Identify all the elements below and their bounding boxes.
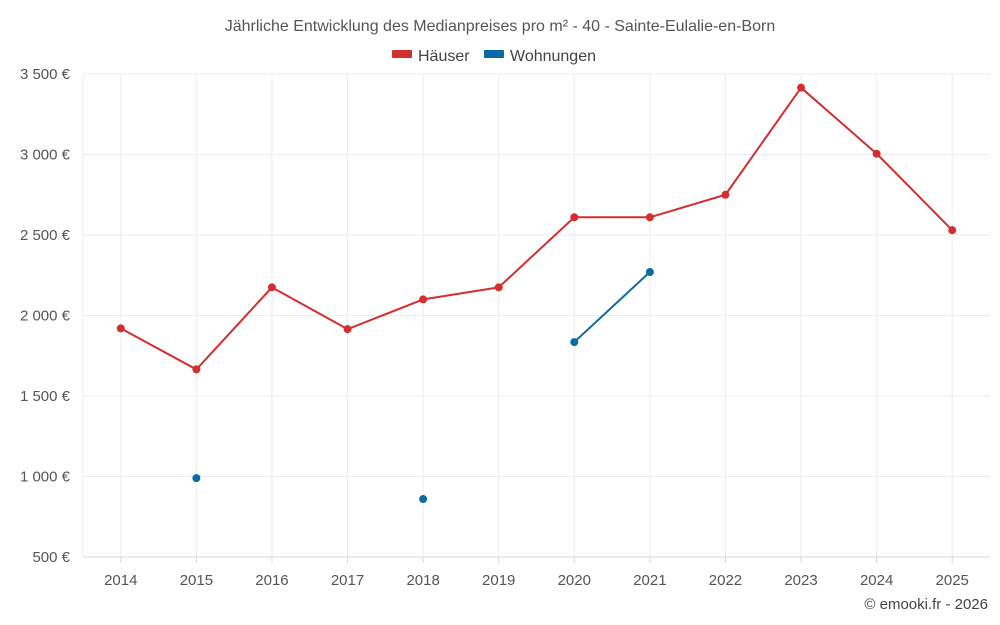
x-tick-label: 2020 [558, 572, 591, 589]
x-tick-label: 2018 [406, 572, 439, 589]
series-line-haeuser [120, 86, 953, 371]
data-point-haeuser[interactable] [419, 295, 428, 304]
y-tick-label: 2 000 € [20, 308, 71, 325]
y-tick-label: 1 500 € [20, 388, 71, 405]
series-line-wohnungen [573, 271, 651, 343]
series [116, 83, 957, 504]
x-tick-label: 2023 [784, 572, 817, 589]
data-point-wohnungen[interactable] [419, 495, 428, 504]
x-tick-label: 2016 [255, 572, 288, 589]
credit-text: © emooki.fr - 2026 [864, 596, 988, 613]
data-point-haeuser[interactable] [192, 365, 201, 374]
x-tick-label: 2015 [180, 572, 213, 589]
y-tick-label: 3 000 € [20, 147, 71, 164]
data-point-wohnungen[interactable] [645, 268, 654, 277]
data-point-haeuser[interactable] [570, 213, 579, 222]
legend-label-wohnungen[interactable]: Wohnungen [510, 48, 596, 65]
grid [82, 73, 990, 557]
axes: 500 € 1 000 € 1 500 € 2 000 € 2 500 € 3 000 €… [20, 66, 990, 589]
y-tick-label: 2 500 € [20, 227, 71, 244]
chart-title: Jährliche Entwicklung des Medianpreises … [225, 18, 775, 35]
x-tick-label: 2022 [709, 572, 742, 589]
data-point-haeuser[interactable] [797, 83, 806, 92]
legend-swatch-wohnungen[interactable] [484, 50, 504, 58]
data-point-haeuser[interactable] [267, 283, 276, 292]
data-point-haeuser[interactable] [721, 190, 730, 199]
x-tick-label: 2021 [633, 572, 666, 589]
data-point-haeuser[interactable] [343, 325, 352, 334]
x-tick-label: 2019 [482, 572, 515, 589]
data-point-haeuser[interactable] [645, 213, 654, 222]
data-point-wohnungen[interactable] [192, 474, 201, 483]
x-tick-label: 2025 [936, 572, 969, 589]
data-point-wohnungen[interactable] [570, 338, 579, 347]
data-point-haeuser[interactable] [116, 324, 125, 333]
x-tick-label: 2014 [104, 572, 137, 589]
y-tick-label: 500 € [32, 549, 70, 566]
y-tick-label: 1 000 € [20, 469, 71, 486]
data-point-haeuser[interactable] [948, 226, 957, 235]
legend-label-haeuser[interactable]: Häuser [418, 48, 470, 65]
legend: Häuser Wohnungen [392, 48, 596, 65]
y-tick-label: 3 500 € [20, 66, 71, 83]
x-tick-label: 2017 [331, 572, 364, 589]
data-point-haeuser[interactable] [494, 283, 503, 292]
data-point-haeuser[interactable] [872, 149, 881, 158]
legend-swatch-haeuser[interactable] [392, 50, 412, 58]
x-tick-label: 2024 [860, 572, 893, 589]
